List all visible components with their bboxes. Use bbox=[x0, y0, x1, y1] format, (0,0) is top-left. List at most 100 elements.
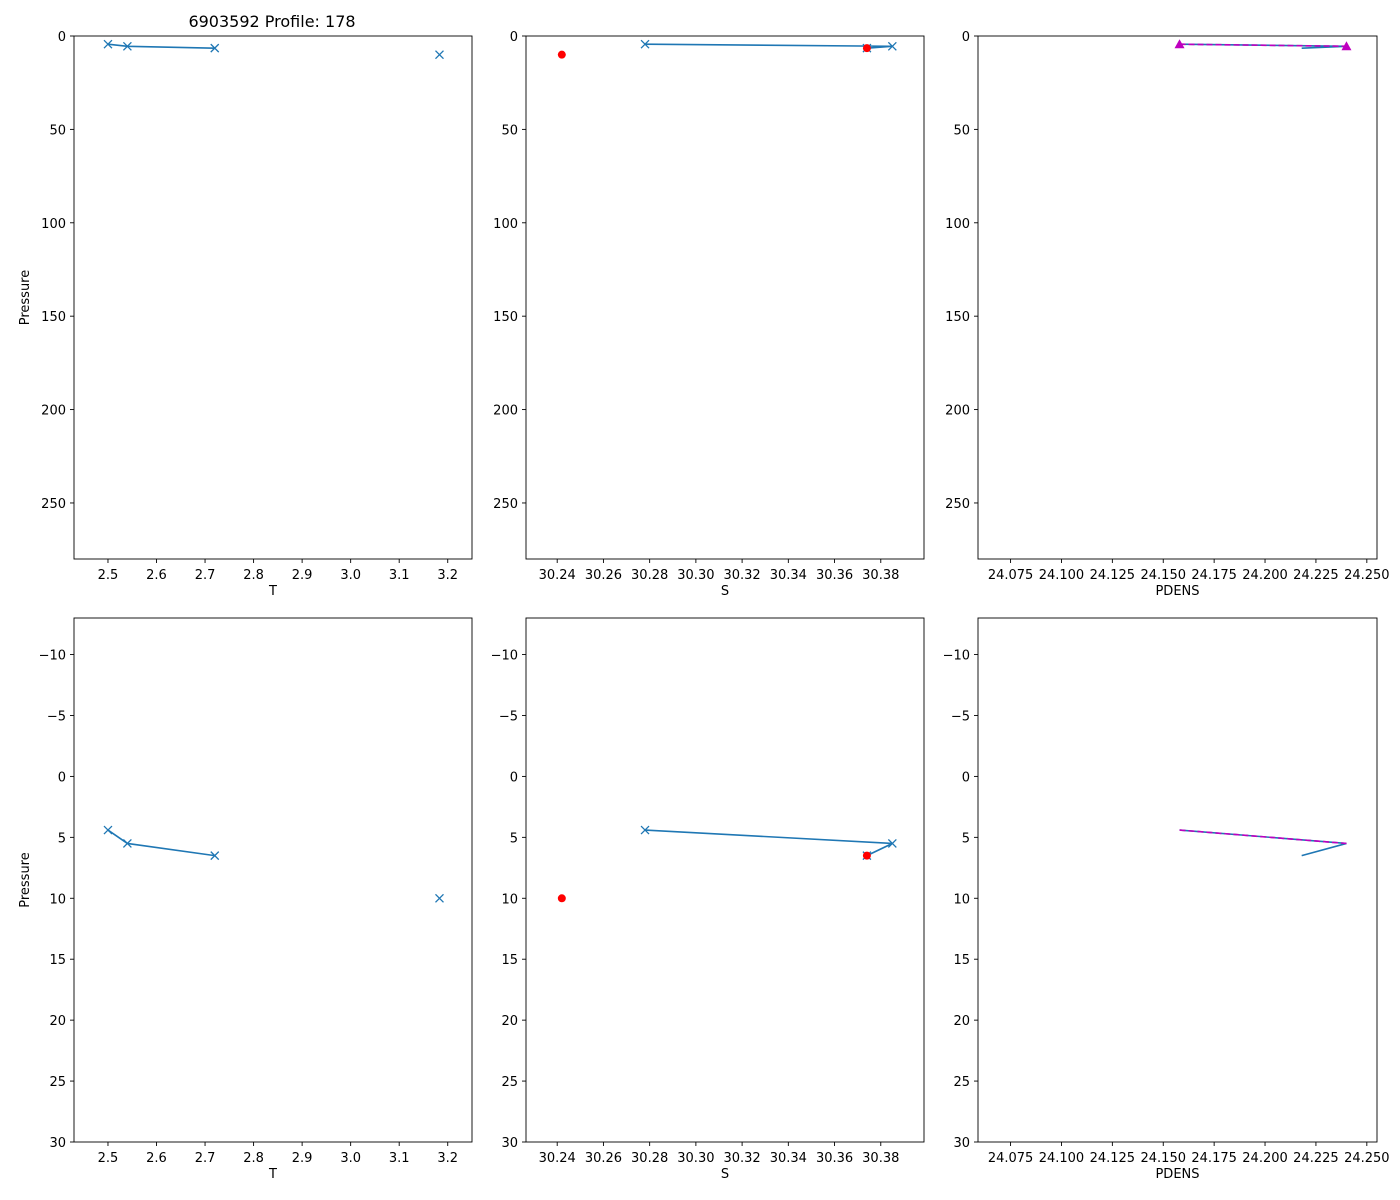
x-tick-label: 3.2 bbox=[437, 568, 458, 583]
series-group bbox=[1179, 829, 1347, 857]
data-point-flagged bbox=[862, 851, 871, 860]
data-point-x-marker bbox=[887, 838, 897, 848]
y-tick-label: −5 bbox=[499, 709, 518, 724]
x-tick-label: 30.24 bbox=[539, 568, 576, 583]
x-axis-label: T bbox=[268, 1167, 277, 1182]
x-tick-label: 24.075 bbox=[988, 1151, 1034, 1166]
x-tick-label: 24.125 bbox=[1090, 568, 1136, 583]
series-group bbox=[103, 39, 444, 60]
series-line-profile bbox=[644, 829, 893, 857]
y-tick-label: 0 bbox=[510, 30, 518, 45]
axes-frame bbox=[73, 617, 473, 1143]
y-axis-label: Pressure bbox=[18, 270, 33, 326]
x-tick-label: 24.175 bbox=[1191, 568, 1237, 583]
data-point-x-marker bbox=[103, 39, 113, 49]
y-tick-label: 50 bbox=[953, 123, 970, 138]
y-tick-label: 25 bbox=[501, 1075, 518, 1090]
x-tick-label: 30.30 bbox=[677, 568, 714, 583]
y-tick-label: 20 bbox=[501, 1014, 518, 1029]
y-tick-label: 100 bbox=[41, 217, 66, 232]
y-tick-label: 100 bbox=[493, 217, 518, 232]
x-tick-label: 24.125 bbox=[1090, 1151, 1136, 1166]
x-tick-label: 30.32 bbox=[723, 568, 760, 583]
x-tick-label: 2.9 bbox=[292, 1151, 313, 1166]
x-tick-label: 2.9 bbox=[292, 568, 313, 583]
y-tick-label: 250 bbox=[493, 497, 518, 512]
x-tick-label: 30.30 bbox=[677, 1151, 714, 1166]
y-tick-label: 15 bbox=[501, 953, 518, 968]
plot-top-left: 2.5 2.6 2.7 2.8 2.9 3.0 3.1 3.2 0 50 100 150 200 250 T… bbox=[18, 30, 473, 599]
plot-bottom-middle: 30.24 30.26 30.28 30.30 30.32 30.34 30.36 30.38… bbox=[491, 617, 925, 1182]
y-tick-label: 30 bbox=[49, 1136, 66, 1151]
data-point-x-marker bbox=[122, 41, 132, 51]
x-axis-label: T bbox=[268, 584, 277, 599]
x-tick-label: 24.150 bbox=[1141, 1151, 1187, 1166]
y-tick-label: 30 bbox=[953, 1136, 970, 1151]
y-tick-label: 200 bbox=[493, 404, 518, 419]
axes-frame bbox=[525, 35, 925, 560]
x-tick-label: 24.250 bbox=[1344, 568, 1390, 583]
x-tick-label: 3.1 bbox=[389, 1151, 410, 1166]
y-tick-label: 30 bbox=[501, 1136, 518, 1151]
data-point-x-marker bbox=[887, 41, 897, 51]
plot-top-right: 24.075 24.100 24.125 24.150 24.175 24.200 24.2… bbox=[945, 30, 1389, 599]
data-point-flagged bbox=[557, 50, 566, 59]
x-tick-label: 3.2 bbox=[437, 1151, 458, 1166]
x-tick-label: 30.38 bbox=[862, 568, 899, 583]
x-tick-label: 3.1 bbox=[389, 568, 410, 583]
data-point-x-marker bbox=[640, 825, 650, 835]
y-tick-label: 250 bbox=[945, 497, 970, 512]
axes-frame bbox=[73, 35, 473, 560]
x-tick-label: 24.175 bbox=[1191, 1151, 1237, 1166]
x-tick-label: 2.5 bbox=[98, 1151, 119, 1166]
y-tick-label: 0 bbox=[962, 30, 970, 45]
series-group bbox=[103, 825, 444, 903]
series-group bbox=[557, 39, 897, 59]
series-line-profile bbox=[645, 43, 893, 49]
axes-frame bbox=[977, 35, 1378, 560]
x-axis-label: S bbox=[721, 584, 729, 599]
series-line-density-check bbox=[1179, 43, 1347, 48]
y-tick-label: 250 bbox=[41, 497, 66, 512]
series-group bbox=[1174, 39, 1352, 51]
y-tick-label: 0 bbox=[962, 770, 970, 785]
series-line-profile bbox=[1179, 829, 1347, 857]
y-tick-label: 200 bbox=[945, 404, 970, 419]
y-tick-label: 100 bbox=[945, 217, 970, 232]
x-tick-label: 2.7 bbox=[195, 568, 216, 583]
x-tick-label: 30.34 bbox=[770, 1151, 807, 1166]
y-tick-label: 150 bbox=[945, 310, 970, 325]
y-tick-label: 50 bbox=[49, 123, 66, 138]
x-tick-label: 2.6 bbox=[146, 568, 167, 583]
y-tick-label: 15 bbox=[49, 953, 66, 968]
data-point-x-marker bbox=[122, 838, 132, 848]
x-axis-label: PDENS bbox=[1155, 1167, 1199, 1182]
y-tick-label: −5 bbox=[47, 709, 66, 724]
x-tick-label: 24.250 bbox=[1344, 1151, 1390, 1166]
x-tick-label: 24.100 bbox=[1039, 568, 1085, 583]
y-tick-label: −10 bbox=[491, 649, 518, 664]
y-tick-label: −5 bbox=[951, 709, 970, 724]
x-tick-label: 2.6 bbox=[146, 1151, 167, 1166]
axes-frame bbox=[977, 617, 1378, 1143]
y-tick-label: −10 bbox=[943, 649, 970, 664]
figure-title: 6903592 Profile: 178 bbox=[188, 12, 355, 31]
y-tick-label: 20 bbox=[953, 1014, 970, 1029]
y-tick-label: 50 bbox=[501, 123, 518, 138]
x-tick-label: 24.200 bbox=[1242, 568, 1288, 583]
data-point-x-marker bbox=[435, 893, 444, 903]
x-tick-label: 24.075 bbox=[988, 568, 1034, 583]
x-tick-label: 30.28 bbox=[631, 1151, 668, 1166]
x-tick-label: 30.24 bbox=[539, 1151, 576, 1166]
y-tick-label: 0 bbox=[58, 30, 66, 45]
x-tick-label: 30.28 bbox=[631, 568, 668, 583]
series-line-density-check bbox=[1179, 829, 1347, 845]
y-tick-label: 10 bbox=[501, 892, 518, 907]
y-tick-label: 25 bbox=[49, 1075, 66, 1090]
plot-bottom-left: 2.5 2.6 2.7 2.8 2.9 3.0 3.1 3.2 −10 −5 0 5 10 15 20 25 3… bbox=[18, 617, 473, 1182]
data-point-x-marker bbox=[103, 825, 113, 835]
y-axis-label: Pressure bbox=[18, 852, 33, 908]
x-tick-label: 24.150 bbox=[1141, 568, 1187, 583]
x-tick-label: 24.225 bbox=[1293, 568, 1339, 583]
